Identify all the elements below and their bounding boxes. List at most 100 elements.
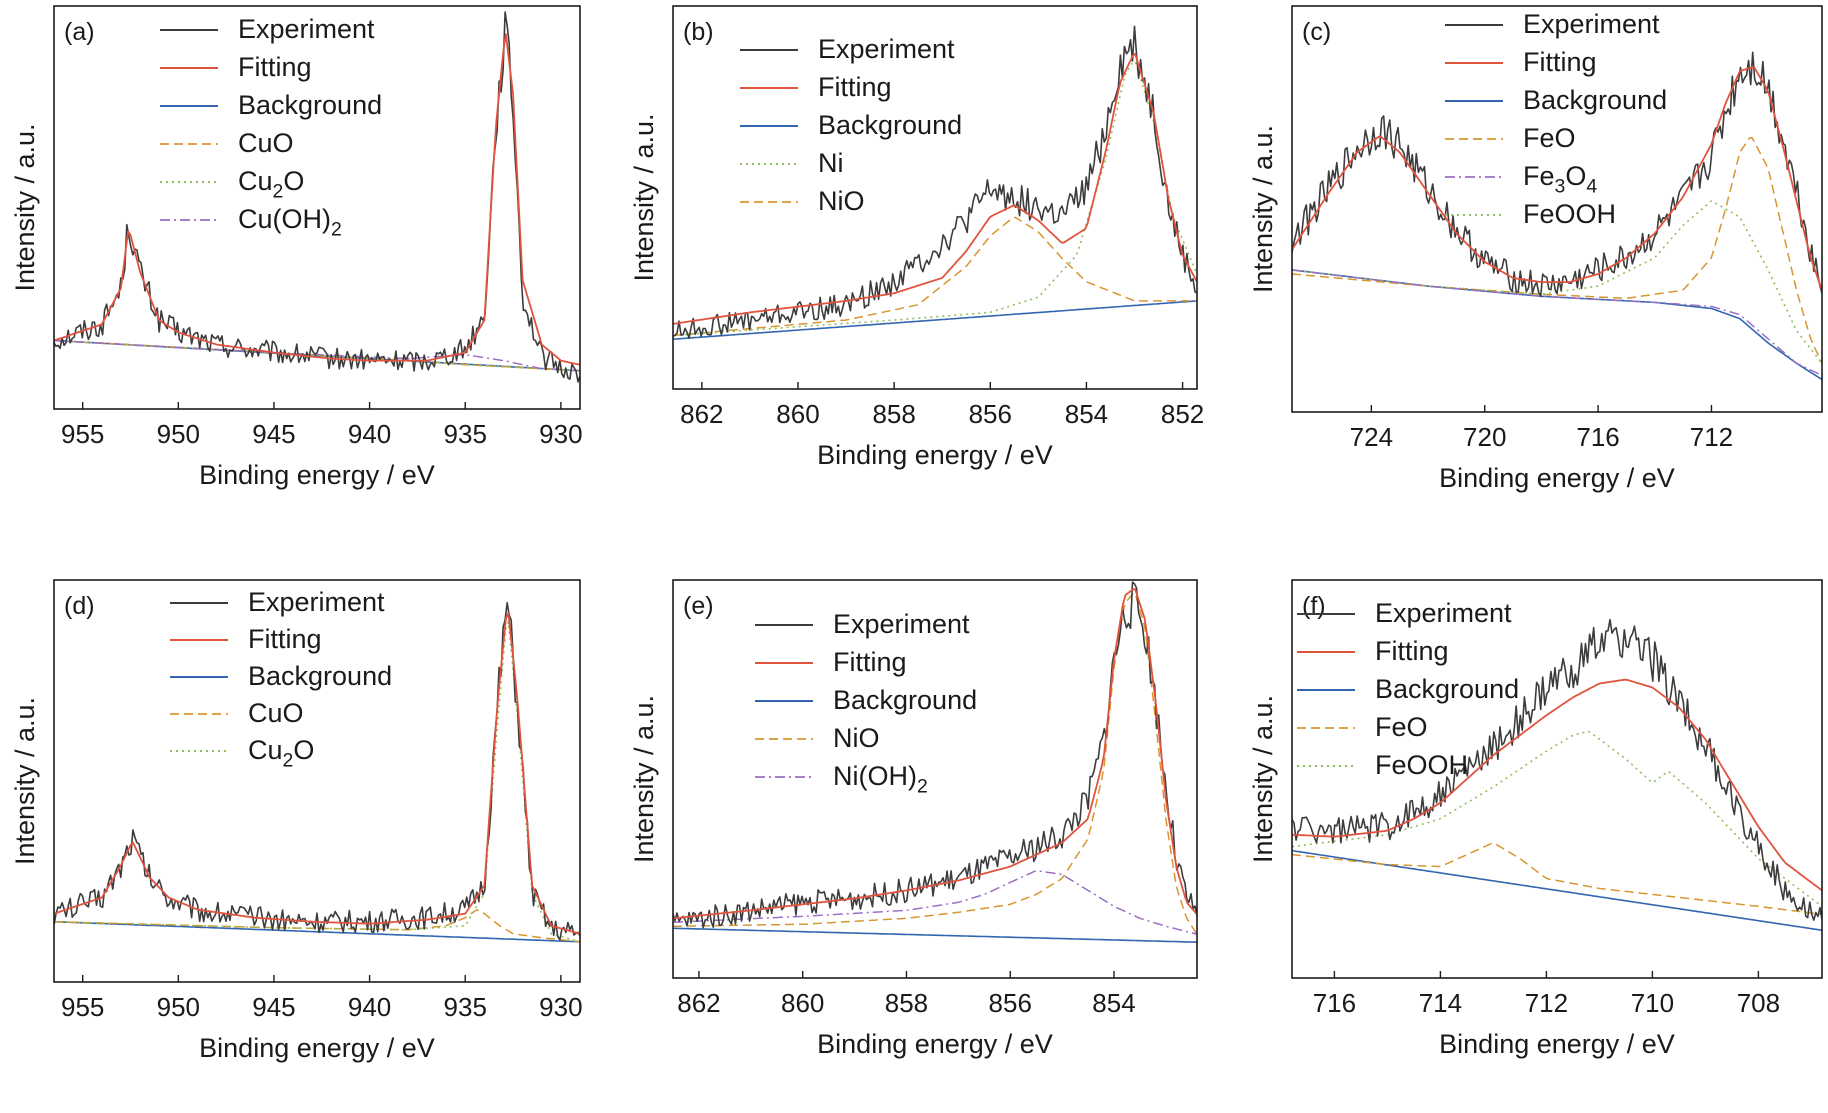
- series-fitting: [673, 52, 1197, 325]
- legend-label-cuo: CuO: [248, 698, 304, 728]
- series-background: [1292, 269, 1822, 381]
- x-tick-label: 860: [776, 399, 819, 429]
- plot-area: [54, 11, 580, 383]
- legend-label-experiment: Experiment: [833, 609, 970, 639]
- panel-e: 862 860 858 856 854 Binding energy / eV Intens…: [629, 579, 1198, 1059]
- series-background: [673, 927, 1197, 943]
- series-fitting: [1292, 678, 1822, 892]
- plot-area: [1292, 51, 1822, 381]
- axes-frame: [53, 5, 581, 410]
- x-tick-label: 852: [1161, 399, 1204, 429]
- legend-label-experiment: Experiment: [248, 587, 385, 617]
- x-tick-label: 862: [680, 399, 723, 429]
- series-background: [54, 920, 580, 943]
- y-axis-label: Intensity / a.u.: [10, 123, 40, 291]
- series-experiment: [1292, 618, 1822, 921]
- series-feo: [1292, 137, 1822, 364]
- legend-label-experiment: Experiment: [1375, 598, 1512, 628]
- legend-label-experiment: Experiment: [818, 34, 955, 64]
- legend-label-experiment: Experiment: [1523, 9, 1660, 39]
- legend-label-fitting: Fitting: [1523, 47, 1597, 77]
- x-axis-label: Binding energy / eV: [199, 1033, 435, 1063]
- x-tick-label: 716: [1313, 988, 1356, 1018]
- x-tick-label: 940: [348, 992, 391, 1022]
- x-tick-label: 716: [1576, 422, 1619, 452]
- legend-label-fitting: Fitting: [1375, 636, 1449, 666]
- panel-f: 716 714 712 710 708 Binding energy / eV Intens…: [1248, 579, 1823, 1059]
- y-axis-label: Intensity / a.u.: [1248, 125, 1278, 293]
- legend-label-cu-oh-2: Cu(OH)2: [238, 204, 342, 241]
- series-fitting: [1292, 66, 1822, 291]
- x-tick-label: 955: [61, 419, 104, 449]
- x-tick-label: 935: [444, 992, 487, 1022]
- series-feooh: [1292, 730, 1822, 908]
- panel-letter: (e): [683, 592, 714, 620]
- x-tick-label: 945: [252, 992, 295, 1022]
- x-axis-label: Binding energy / eV: [1439, 1029, 1675, 1059]
- series-ni-oh-2: [673, 869, 1197, 935]
- x-axis-label: Binding energy / eV: [1439, 463, 1675, 493]
- legend-label-background: Background: [818, 110, 962, 140]
- series-fitting: [54, 612, 580, 935]
- x-tick-label: 940: [348, 419, 391, 449]
- y-axis-label: Intensity / a.u.: [629, 113, 659, 281]
- plot-area: [673, 25, 1197, 340]
- x-tick-label: 708: [1737, 988, 1780, 1018]
- plot-area: [673, 581, 1197, 943]
- legend-label-nio: NiO: [833, 723, 880, 753]
- y-axis-label: Intensity / a.u.: [629, 695, 659, 863]
- x-tick-label: 854: [1092, 988, 1135, 1018]
- series-experiment: [673, 25, 1197, 339]
- series-nio: [673, 592, 1197, 935]
- series-cu2o: [54, 339, 580, 372]
- x-tick-label: 720: [1463, 422, 1506, 452]
- panel-letter: (c): [1302, 18, 1331, 46]
- series-cu-oh-2: [54, 339, 580, 372]
- x-tick-label: 860: [781, 988, 824, 1018]
- legend: Experiment Fitting Background CuO Cu2O: [170, 587, 392, 772]
- panel-letter: (b): [683, 18, 714, 46]
- legend-label-ni-oh-2: Ni(OH)2: [833, 761, 928, 798]
- legend-label-feo: FeO: [1375, 712, 1428, 742]
- panel-a: 955 950 945 940 935 930 Binding energy / eV Int…: [10, 5, 583, 490]
- series-cuo: [54, 909, 580, 943]
- legend-label-fitting: Fitting: [248, 624, 322, 654]
- x-tick-label: 724: [1350, 422, 1393, 452]
- x-tick-label: 930: [539, 419, 582, 449]
- legend-label-feo: FeO: [1523, 123, 1576, 153]
- x-tick-label: 862: [677, 988, 720, 1018]
- series-nio: [673, 216, 1197, 337]
- x-tick-label: 935: [444, 419, 487, 449]
- x-tick-label: 858: [872, 399, 915, 429]
- legend-label-background: Background: [238, 90, 382, 120]
- axes-frame: [672, 579, 1198, 979]
- series-background: [673, 300, 1197, 340]
- panel-b: 862 860 858 856 854 852 Binding energy / eV Int…: [629, 5, 1204, 470]
- legend: Experiment Fitting Background NiO Ni(OH)2: [755, 609, 977, 798]
- plot-area: [1292, 618, 1822, 931]
- x-tick-label: 856: [989, 988, 1032, 1018]
- legend: Experiment Fitting Background CuO Cu2OCu(OH)…: [160, 14, 382, 241]
- series-fitting: [54, 33, 580, 366]
- axes-frame: [1291, 5, 1823, 413]
- legend-label-background: Background: [1523, 85, 1667, 115]
- series-fitting: [673, 588, 1197, 920]
- legend-label-feooh: FeOOH: [1523, 199, 1616, 229]
- x-tick-label: 930: [539, 992, 582, 1022]
- legend-label-nio: NiO: [818, 186, 865, 216]
- legend-label-cuo: CuO: [238, 128, 294, 158]
- x-tick-label: 950: [157, 992, 200, 1022]
- legend-label-experiment: Experiment: [238, 14, 375, 44]
- x-tick-label: 950: [157, 419, 200, 449]
- x-axis-label: Binding energy / eV: [817, 1029, 1053, 1059]
- panel-letter: (f): [1302, 592, 1326, 620]
- legend: Experiment Fitting Background Ni NiO: [740, 34, 962, 216]
- axes-frame: [53, 579, 581, 983]
- legend-label-background: Background: [833, 685, 977, 715]
- x-tick-label: 710: [1631, 988, 1674, 1018]
- legend-label-fitting: Fitting: [238, 52, 312, 82]
- legend-label-feooh: FeOOH: [1375, 750, 1468, 780]
- x-tick-label: 856: [969, 399, 1012, 429]
- series-fe3o4: [1292, 269, 1822, 377]
- y-axis-label: Intensity / a.u.: [1248, 695, 1278, 863]
